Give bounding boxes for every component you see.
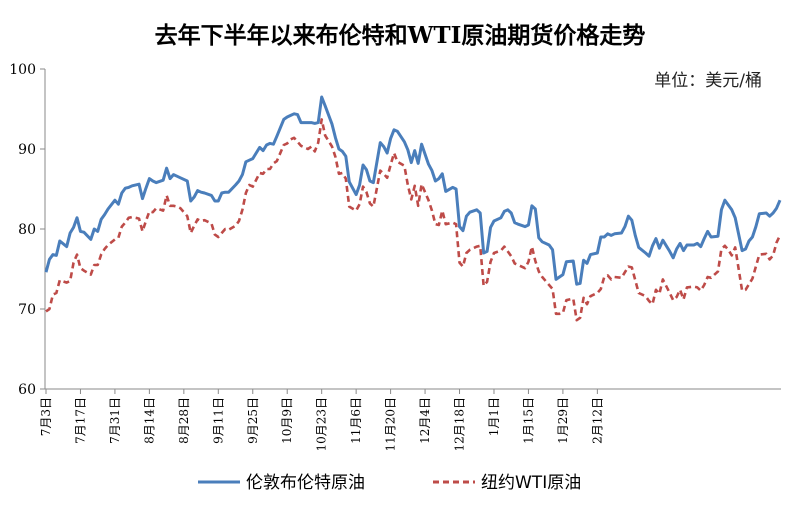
x-tick-label: 2月12日 xyxy=(590,397,604,444)
x-tick-label: 7月31日 xyxy=(108,397,122,444)
series-line-brent xyxy=(44,95,782,286)
series-line-wti xyxy=(45,118,782,322)
x-tick-label: 12月4日 xyxy=(418,397,432,444)
legend: 伦敦布伦特原油 纽约WTI原油 xyxy=(198,473,581,493)
legend-label-brent: 伦敦布伦特原油 xyxy=(246,473,365,493)
y-tick-label: 80 xyxy=(18,222,36,238)
x-tick-label: 7月3日 xyxy=(39,397,53,436)
legend-label-wti: 纽约WTI原油 xyxy=(481,473,581,493)
x-tick-label: 10月9日 xyxy=(280,397,294,444)
y-tick-label: 100 xyxy=(9,62,36,78)
x-tick-label: 11月20日 xyxy=(384,397,398,452)
x-tick-label: 12月18日 xyxy=(453,397,467,452)
x-tick-label: 9月11日 xyxy=(211,397,225,444)
unit-label: 单位：美元/桶 xyxy=(654,71,762,91)
x-tick-label: 10月23日 xyxy=(315,397,329,452)
y-tick-label: 60 xyxy=(18,382,36,398)
x-tick-label: 1月15日 xyxy=(521,397,535,444)
chart-title: 去年下半年以来布伦特和WTI原油期货价格走势 xyxy=(155,22,646,49)
x-tick-label: 1月1日 xyxy=(487,397,501,436)
x-tick-label: 8月14日 xyxy=(142,397,156,444)
x-tick-label: 1月29日 xyxy=(556,397,570,444)
y-tick-label: 70 xyxy=(18,302,36,318)
x-tick-label: 11月6日 xyxy=(349,397,363,444)
x-tick-label: 8月28日 xyxy=(177,397,191,444)
x-tick-label: 7月17日 xyxy=(73,397,87,444)
x-tick-label: 9月25日 xyxy=(246,397,260,444)
y-tick-label: 90 xyxy=(18,142,36,158)
